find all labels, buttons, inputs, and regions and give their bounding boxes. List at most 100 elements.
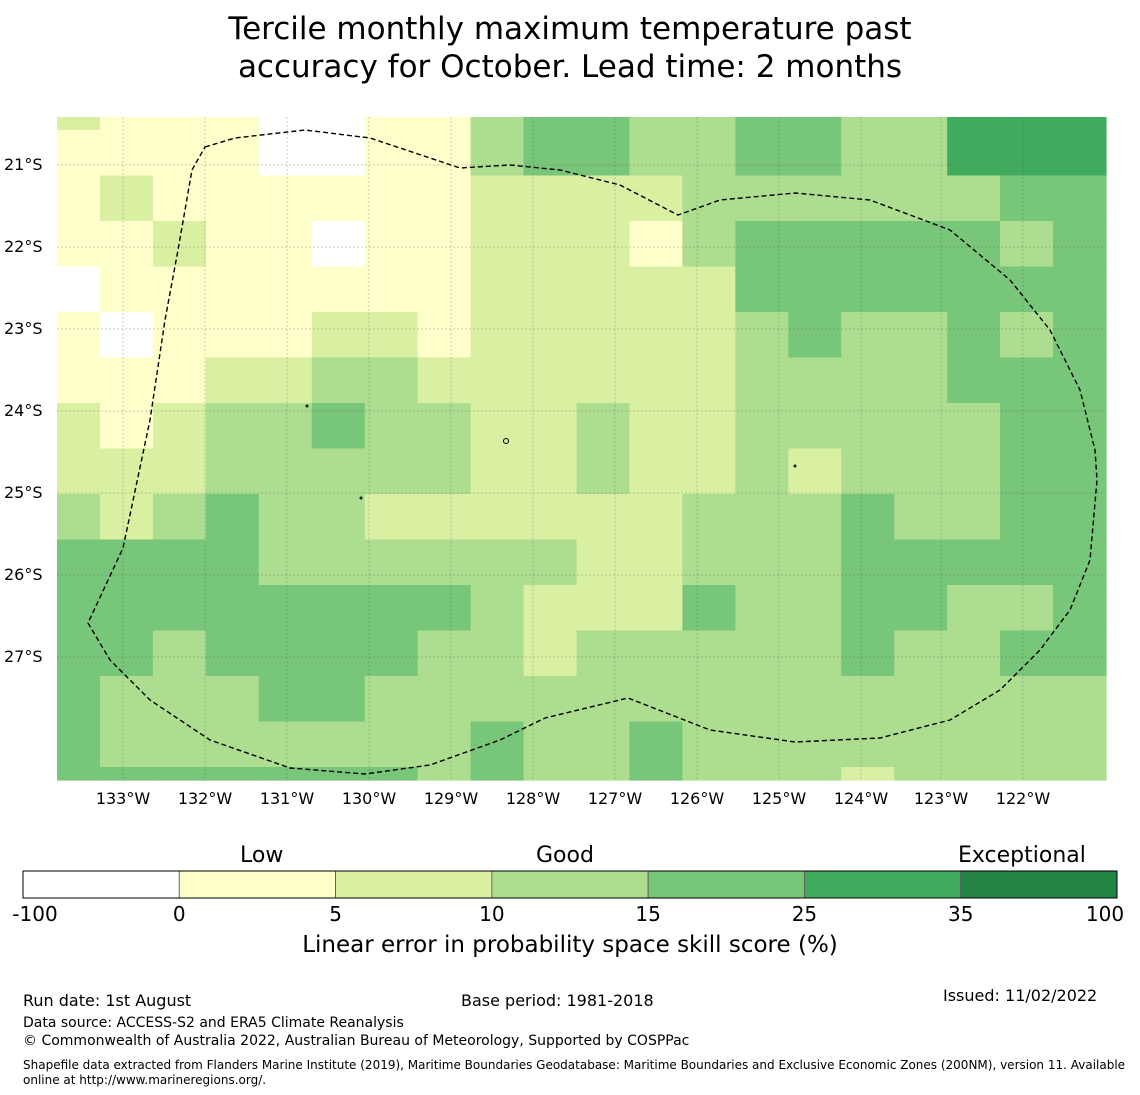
skill-cell: [576, 117, 631, 131]
skill-cell: [788, 676, 842, 723]
skill-cell: [258, 585, 313, 632]
skill-cell: [99, 494, 154, 541]
longitude-label: 129°W: [423, 789, 479, 808]
skill-cell: [470, 403, 525, 450]
skill-cell: [152, 117, 207, 131]
skill-cell: [947, 312, 1001, 359]
skill-cell: [417, 676, 472, 723]
skill-cell: [57, 221, 101, 268]
skill-cell: [1000, 175, 1054, 222]
skill-cell: [57, 357, 101, 404]
skill-cell: [57, 266, 101, 313]
graticule: [57, 117, 1106, 780]
skill-cell: [1053, 630, 1107, 677]
colorbar-segment: [335, 870, 493, 899]
skill-cell: [788, 130, 842, 177]
colorbar-segment: [178, 870, 336, 899]
latitude-label: 22°S: [4, 237, 43, 256]
skill-cell: [894, 448, 948, 495]
skill-cell: [735, 539, 789, 586]
skill-cell: [311, 630, 366, 677]
skill-cell: [682, 312, 736, 359]
skill-cell: [470, 130, 525, 177]
skill-cell: [788, 630, 842, 677]
skill-cell: [417, 117, 472, 131]
skill-cell: [629, 266, 683, 313]
copyright: © Commonwealth of Australia 2022, Austra…: [23, 1033, 690, 1049]
skill-cell: [629, 403, 683, 450]
skill-cell: [258, 721, 313, 768]
skill-cell: [576, 175, 631, 222]
skill-cell: [1053, 312, 1107, 359]
skill-cell: [576, 585, 631, 632]
skill-cell: [1000, 630, 1054, 677]
skill-cell: [947, 494, 1001, 541]
skill-cell: [841, 721, 895, 768]
skill-cell: [364, 630, 419, 677]
skill-cell: [205, 630, 260, 677]
island-marker: [305, 404, 309, 408]
skill-cell: [576, 721, 631, 768]
skill-cell: [788, 494, 842, 541]
skill-cell: [152, 539, 207, 586]
skill-cell: [523, 630, 578, 677]
skill-cell: [894, 539, 948, 586]
skill-cell: [1000, 130, 1054, 177]
skill-cell: [629, 494, 683, 541]
skill-cell: [523, 494, 578, 541]
skill-cell: [205, 266, 260, 313]
colorbar-outline: [22, 870, 1118, 899]
skill-cell: [205, 539, 260, 586]
skill-cell: [894, 175, 948, 222]
skill-cell: [417, 585, 472, 632]
skill-cell: [1000, 312, 1054, 359]
skill-cell: [576, 221, 631, 268]
longitude-label: 133°W: [95, 789, 151, 808]
skill-cell: [364, 221, 419, 268]
skill-cell: [417, 403, 472, 450]
island-marker: [359, 496, 363, 500]
skill-cell: [311, 221, 366, 268]
skill-cell: [57, 494, 101, 541]
colorbar-tick-label: 35: [947, 902, 974, 926]
skill-cell: [152, 676, 207, 723]
skill-cell: [205, 175, 260, 222]
skill-cell: [894, 312, 948, 359]
run-date: Run date: 1st August: [23, 991, 192, 1010]
skill-cell: [99, 630, 154, 677]
skill-cell: [841, 494, 895, 541]
skill-cell: [258, 767, 313, 781]
skill-cell: [258, 221, 313, 268]
skill-cell: [364, 175, 419, 222]
skill-cell: [682, 117, 736, 131]
skill-cell: [311, 130, 366, 177]
longitude-label: 127°W: [587, 789, 643, 808]
skill-cell: [1000, 494, 1054, 541]
longitude-label: 128°W: [505, 789, 561, 808]
skill-cell: [417, 266, 472, 313]
skill-cell: [841, 266, 895, 313]
skill-cell: [1000, 357, 1054, 404]
skill-cell: [152, 630, 207, 677]
map-title-line2: accuracy for October. Lead time: 2 month…: [237, 49, 903, 85]
longitude-label: 131°W: [259, 789, 315, 808]
skill-cell: [311, 585, 366, 632]
skill-cell: [735, 494, 789, 541]
skill-cell: [258, 312, 313, 359]
skill-cell: [1000, 266, 1054, 313]
skill-cell: [947, 539, 1001, 586]
skill-cell: [682, 357, 736, 404]
skill-cell: [735, 630, 789, 677]
skill-cell: [894, 357, 948, 404]
skill-cell: [57, 767, 101, 781]
skill-cell: [205, 403, 260, 450]
skill-cell: [364, 494, 419, 541]
skill-cell: [417, 721, 472, 768]
skill-cell: [894, 767, 948, 781]
skill-cell: [947, 630, 1001, 677]
skill-cell: [99, 130, 154, 177]
skill-cell: [99, 221, 154, 268]
skill-cell: [417, 767, 472, 781]
skill-cell: [1053, 266, 1107, 313]
skill-cell: [682, 448, 736, 495]
